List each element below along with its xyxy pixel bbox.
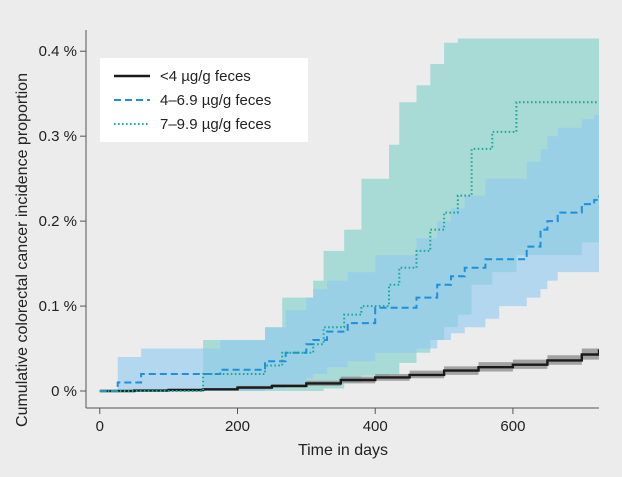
axes	[85, 30, 599, 409]
confidence-band-3	[99, 38, 599, 391]
y-tick-label: 0.1 %	[39, 298, 77, 315]
x-tick-label: 400	[363, 418, 388, 435]
y-tick-label: 0.3 %	[39, 128, 77, 145]
x-axis-label: Time in days	[298, 442, 388, 459]
x-tick-label: 200	[225, 418, 250, 435]
x-tick-label: 0	[96, 418, 104, 435]
series-lines	[99, 101, 599, 393]
x-ticks: 0 200 400 600	[96, 408, 525, 435]
legend-label-2: 4–6.9 µg/g feces	[160, 92, 271, 109]
y-tick-label: 0.2 %	[39, 213, 77, 230]
y-axis-label: Cumulative colorectal cancer incidence p…	[14, 73, 31, 427]
confidence-band-2	[99, 114, 599, 391]
x-tick-label: 600	[500, 418, 525, 435]
series-line-2	[99, 195, 599, 392]
legend-box	[100, 58, 308, 142]
y-tick-label: 0 %	[51, 383, 77, 400]
y-ticks: 0 % 0.1 % 0.2 % 0.3 % 0.4 %	[39, 43, 86, 400]
legend-label-3: 7–9.9 µg/g feces	[160, 116, 271, 133]
legend: <4 µg/g feces 4–6.9 µg/g feces 7–9.9 µg/g …	[100, 58, 308, 142]
legend-label-1: <4 µg/g feces	[160, 68, 251, 85]
y-tick-label: 0.4 %	[39, 43, 77, 60]
series-line-3	[99, 101, 599, 392]
